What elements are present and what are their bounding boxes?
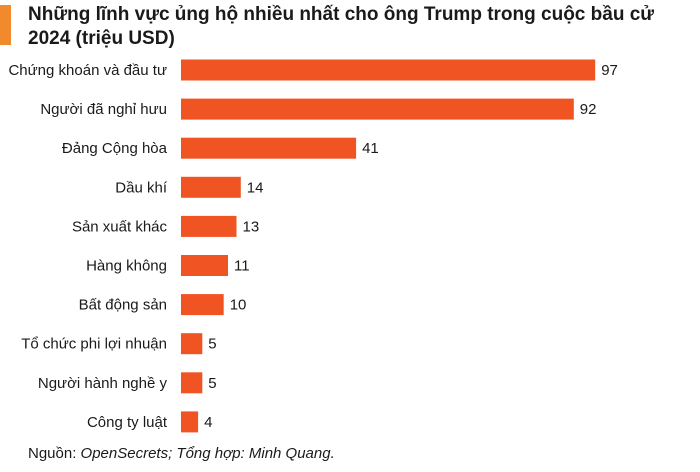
category-label: Bất động sản	[79, 297, 167, 314]
title-accent-bar	[0, 5, 11, 45]
value-label: 5	[208, 375, 216, 392]
bar	[181, 215, 237, 237]
bar	[181, 372, 203, 394]
category-label: Hàng không	[86, 258, 167, 275]
category-label: Công ty luật	[87, 414, 168, 431]
bar	[181, 137, 357, 159]
source-note: Nguồn: OpenSecrets; Tổng hợp: Minh Quang…	[28, 445, 335, 462]
category-label: Dầu khí	[115, 179, 168, 196]
category-label: Đảng Cộng hòa	[62, 140, 168, 157]
value-label: 5	[208, 336, 216, 353]
value-label: 10	[230, 297, 247, 314]
bar	[181, 176, 241, 198]
bar	[181, 333, 203, 355]
chart-title: Những lĩnh vực ủng hộ nhiều nhất cho ông…	[28, 4, 655, 49]
value-label: 41	[362, 140, 379, 157]
source-prefix: Nguồn:	[28, 445, 81, 462]
category-label: Tổ chức phi lợi nhuận	[21, 336, 167, 353]
source-text: OpenSecrets; Tổng hợp: Minh Quang.	[80, 445, 335, 462]
value-label: 13	[243, 218, 260, 235]
bar	[181, 294, 224, 316]
value-label: 11	[234, 258, 250, 275]
bar	[181, 411, 199, 433]
value-label: 97	[601, 62, 618, 79]
value-label: 92	[580, 101, 597, 118]
category-label: Người hành nghề y	[38, 375, 168, 392]
bar	[181, 59, 596, 81]
value-label: 4	[204, 414, 212, 431]
category-label: Người đã nghỉ hưu	[40, 101, 167, 118]
category-label: Chứng khoán và đầu tư	[8, 62, 167, 79]
bar	[181, 98, 574, 120]
category-label: Sản xuất khác	[72, 218, 168, 235]
value-label: 14	[247, 179, 264, 196]
bar	[181, 255, 228, 276]
